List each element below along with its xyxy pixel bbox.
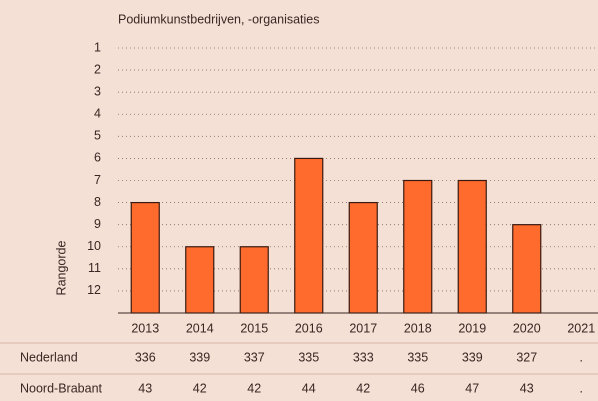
table-cell: . <box>580 350 583 364</box>
bar <box>294 157 324 314</box>
y-tick-label: 8 <box>94 195 101 209</box>
table-cell: 42 <box>247 381 261 395</box>
x-tick-label: 2018 <box>404 321 432 335</box>
y-tick-label: 12 <box>87 283 101 297</box>
x-tick-label: 2014 <box>186 321 214 335</box>
bar <box>403 179 433 314</box>
x-tick-label: 2019 <box>458 321 486 335</box>
table-cell: 336 <box>135 350 156 364</box>
x-tick-label: 2017 <box>349 321 377 335</box>
bar <box>185 246 215 314</box>
y-tick-label: 1 <box>94 40 101 54</box>
row-name: Noord-Brabant <box>20 381 103 395</box>
y-tick-label: 6 <box>94 151 101 165</box>
bar <box>239 246 269 314</box>
table-cell: 337 <box>244 350 265 364</box>
table-cell: 46 <box>411 381 425 395</box>
bar <box>348 201 378 314</box>
y-tick-label: 3 <box>94 84 101 98</box>
x-tick-label: 2015 <box>240 321 268 335</box>
bar <box>130 201 160 314</box>
y-tick-label: 5 <box>94 129 101 143</box>
table-cell: 47 <box>465 381 479 395</box>
table-cell: 339 <box>189 350 210 364</box>
y-tick-label: 10 <box>87 239 101 253</box>
table-cell: 335 <box>407 350 428 364</box>
table-cell: 335 <box>298 350 319 364</box>
y-tick-label: 4 <box>94 107 101 121</box>
table-cell: . <box>580 381 583 395</box>
y-tick-label: 9 <box>94 217 101 231</box>
chart-title: Podiumkunstbedrijven, -organisaties <box>118 12 320 26</box>
y-tick-label: 7 <box>94 173 101 187</box>
table-cell: 327 <box>516 350 537 364</box>
x-tick-label: 2013 <box>131 321 159 335</box>
bar <box>457 179 487 314</box>
y-tick-label: 2 <box>94 62 101 76</box>
x-tick-label: 2021 <box>567 321 595 335</box>
table-cell: 42 <box>356 381 370 395</box>
table-cell: 44 <box>302 381 316 395</box>
y-axis-label: Rangorde <box>54 241 68 296</box>
bar <box>512 224 542 314</box>
table-cell: 43 <box>138 381 152 395</box>
table-cell: 333 <box>353 350 374 364</box>
table-cell: 339 <box>462 350 483 364</box>
table-cell: 42 <box>193 381 207 395</box>
x-tick-label: 2016 <box>295 321 323 335</box>
row-name: Nederland <box>20 350 78 364</box>
table-cell: 43 <box>520 381 534 395</box>
y-tick-label: 11 <box>88 261 101 275</box>
x-tick-label: 2020 <box>513 321 541 335</box>
